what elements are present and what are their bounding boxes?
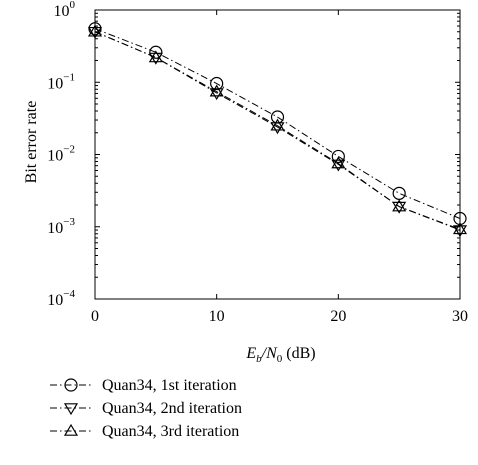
data-point — [392, 186, 406, 200]
data-point — [149, 45, 163, 59]
data-point — [209, 84, 224, 97]
y-tick-label: 10−1 — [47, 71, 75, 92]
legend: Quan34, 1st iteration Quan34, 2nd iterati… — [50, 377, 242, 440]
x-tick-label: 10 — [209, 308, 225, 325]
legend-label: Quan34, 3rd iteration — [102, 423, 239, 440]
x-tick-label: 20 — [330, 308, 346, 325]
y-axis-label: Bit error rate — [23, 101, 40, 184]
series-1 — [88, 22, 467, 226]
data-point — [270, 118, 285, 131]
series-2 — [87, 26, 468, 238]
series-line — [94, 28, 461, 219]
data-point — [88, 22, 102, 36]
data-point — [452, 225, 468, 238]
x-tick-label: 30 — [452, 308, 468, 325]
legend-marker — [63, 423, 79, 436]
legend-label: Quan34, 2nd iteration — [102, 400, 242, 417]
data-point — [331, 156, 346, 169]
legend-entry: Quan34, 2nd iteration — [50, 400, 242, 417]
data-point — [87, 24, 103, 37]
y-tick-label: 10−3 — [47, 216, 75, 237]
x-tick-label: 0 — [91, 308, 99, 325]
y-tick-label: 10−4 — [47, 288, 75, 309]
series-3 — [87, 24, 468, 235]
data-point — [148, 52, 163, 65]
y-tick-label: 100 — [54, 0, 76, 20]
series-line — [94, 31, 461, 230]
data-point — [392, 199, 407, 212]
legend-label: Quan34, 1st iteration — [102, 377, 237, 394]
data-point — [210, 76, 224, 91]
legend-entry: Quan34, 1st iteration — [50, 377, 237, 394]
x-axis-label: Eb/N0 (dB) — [245, 345, 315, 365]
data-point — [209, 88, 224, 101]
data-point — [331, 149, 345, 164]
legend-entry: Quan34, 3rd iteration — [50, 423, 239, 440]
legend-marker — [64, 378, 78, 392]
legend-marker — [63, 403, 79, 416]
y-tick-label: 10−2 — [47, 144, 75, 165]
data-point — [148, 50, 163, 63]
